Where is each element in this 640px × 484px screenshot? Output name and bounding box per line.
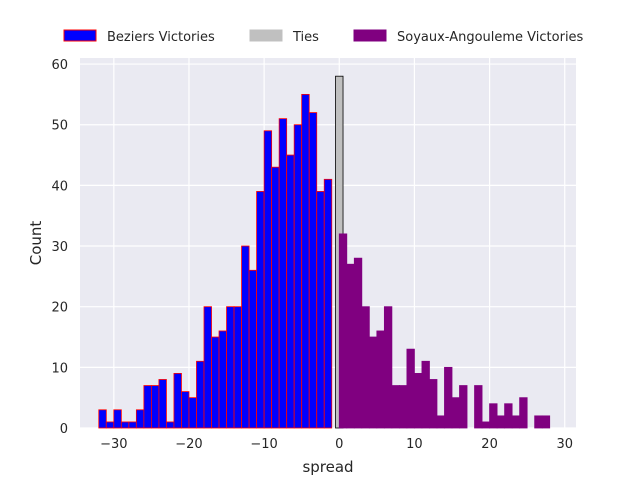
legend-swatch	[353, 29, 387, 42]
bar	[398, 385, 408, 429]
bar	[105, 421, 115, 429]
bar	[361, 306, 370, 429]
legend-swatch	[249, 29, 283, 42]
bar	[256, 191, 265, 429]
bar	[248, 269, 258, 429]
bar	[271, 166, 280, 429]
x-axis-label: spread	[302, 458, 353, 476]
bar	[196, 360, 205, 429]
bar	[436, 415, 445, 429]
bar	[278, 118, 288, 429]
legend-swatch	[63, 29, 97, 42]
bar	[391, 385, 400, 429]
x-tick-label: −20	[175, 437, 202, 452]
bar	[113, 409, 122, 429]
x-tick-label: 10	[406, 437, 423, 452]
bar	[421, 360, 430, 429]
bar	[98, 409, 107, 429]
bar	[406, 348, 415, 429]
y-tick-label: 40	[51, 179, 68, 194]
y-tick-label: 60	[51, 58, 68, 73]
y-tick-labels: 0 10 20 30 40 50 60	[51, 58, 68, 437]
bar	[166, 421, 175, 429]
bar	[323, 178, 333, 429]
bar	[301, 93, 310, 429]
bar	[218, 330, 227, 429]
y-tick-label: 0	[60, 422, 68, 437]
bar	[429, 379, 438, 429]
x-tick-label: 30	[556, 437, 573, 452]
bar	[293, 124, 303, 429]
bar	[459, 385, 468, 429]
bars-group	[98, 75, 551, 429]
x-tick-labels: −30 −20 −10 0 10 20 30	[100, 437, 573, 452]
x-tick-label: −10	[250, 437, 277, 452]
bar	[481, 421, 490, 429]
bar	[376, 330, 385, 429]
y-tick-label: 20	[51, 301, 68, 316]
x-tick-label: 0	[335, 437, 343, 452]
bar	[414, 373, 423, 429]
y-tick-label: 50	[51, 119, 68, 134]
bar	[181, 391, 190, 429]
bar	[143, 385, 152, 429]
bar	[203, 306, 212, 429]
bar	[263, 130, 273, 429]
y-tick-label: 10	[51, 361, 68, 376]
bar	[316, 191, 325, 429]
bar	[519, 397, 528, 429]
bar	[368, 336, 378, 429]
legend-label: Soyaux-Angouleme Victories	[397, 30, 584, 45]
bar	[308, 112, 318, 429]
bar	[489, 403, 498, 429]
bar	[383, 306, 393, 429]
bar	[120, 421, 130, 429]
bar	[135, 409, 145, 429]
bar	[451, 397, 460, 429]
bar	[241, 245, 250, 429]
legend-label: Beziers Victories	[107, 30, 215, 45]
bar	[128, 421, 137, 429]
bar	[474, 385, 483, 429]
legend: Beziers Victories Ties Soyaux-Angouleme Vi…	[63, 29, 584, 45]
legend-label: Ties	[292, 30, 319, 45]
bar	[158, 379, 167, 429]
bar	[444, 366, 453, 429]
bar	[211, 336, 220, 429]
bar	[541, 415, 551, 429]
bar	[286, 154, 295, 429]
bar	[150, 385, 160, 429]
x-tick-label: 20	[481, 437, 498, 452]
bar	[226, 306, 235, 429]
bar	[511, 415, 521, 429]
bar	[188, 397, 197, 429]
bar	[346, 263, 355, 429]
bar	[353, 257, 363, 429]
bar	[534, 415, 543, 429]
bar	[504, 403, 513, 429]
bar	[338, 233, 348, 429]
bar	[233, 306, 242, 429]
y-axis-label: Count	[27, 221, 45, 266]
bar	[173, 373, 182, 429]
y-tick-label: 30	[51, 240, 68, 255]
x-tick-label: −30	[100, 437, 127, 452]
bar	[496, 415, 506, 429]
